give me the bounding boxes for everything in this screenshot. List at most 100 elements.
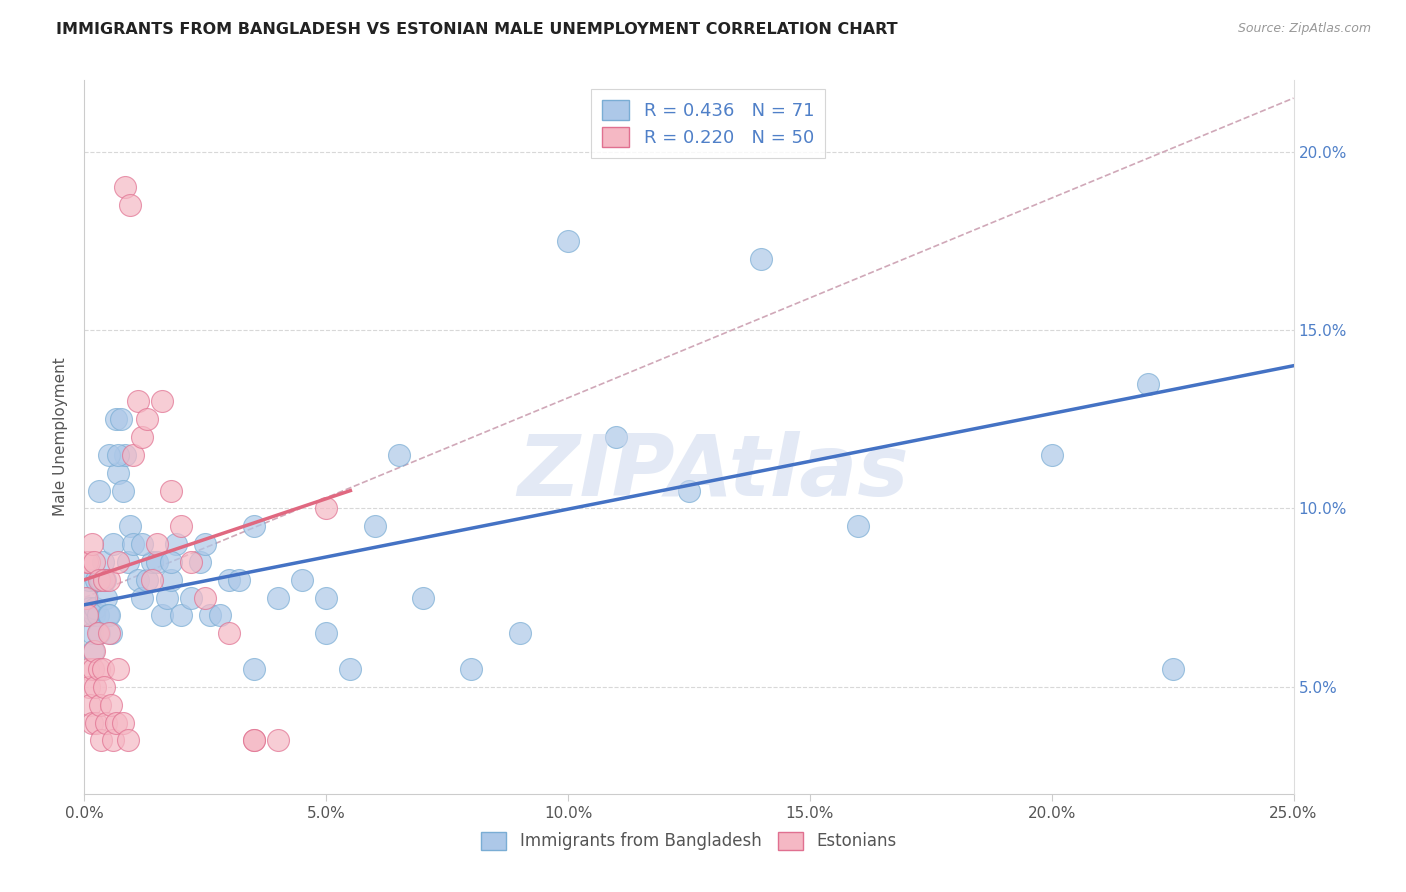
Y-axis label: Male Unemployment: Male Unemployment	[53, 358, 69, 516]
Point	[150, 394, 173, 409]
Point	[87, 483, 110, 498]
Point	[509, 626, 531, 640]
Point	[136, 573, 159, 587]
Point	[79, 601, 101, 615]
Point	[93, 573, 115, 587]
Point	[155, 591, 177, 605]
Point	[89, 573, 111, 587]
Point	[100, 626, 122, 640]
Point	[120, 198, 142, 212]
Point	[242, 519, 264, 533]
Point	[83, 644, 105, 658]
Point	[1161, 662, 1184, 676]
Point	[412, 591, 434, 605]
Point	[107, 662, 129, 676]
Point	[97, 608, 120, 623]
Point	[160, 573, 183, 587]
Point	[103, 537, 125, 551]
Point	[315, 591, 337, 605]
Point	[97, 448, 120, 462]
Point	[82, 644, 104, 658]
Point	[107, 555, 129, 569]
Point	[267, 591, 290, 605]
Point	[91, 662, 114, 676]
Legend: Immigrants from Bangladesh, Estonians: Immigrants from Bangladesh, Estonians	[475, 825, 903, 857]
Point	[110, 412, 132, 426]
Point	[94, 715, 117, 730]
Point	[194, 537, 217, 551]
Point	[160, 483, 183, 498]
Point	[104, 412, 127, 426]
Point	[80, 715, 103, 730]
Point	[363, 519, 385, 533]
Point	[97, 573, 120, 587]
Point	[77, 608, 100, 623]
Point	[141, 573, 163, 587]
Point	[180, 591, 202, 605]
Point	[1137, 376, 1160, 391]
Point	[170, 519, 193, 533]
Point	[104, 715, 127, 730]
Text: IMMIGRANTS FROM BANGLADESH VS ESTONIAN MALE UNEMPLOYMENT CORRELATION CHART: IMMIGRANTS FROM BANGLADESH VS ESTONIAN M…	[56, 22, 898, 37]
Point	[117, 733, 139, 747]
Point	[315, 501, 337, 516]
Point	[605, 430, 627, 444]
Point	[160, 555, 183, 569]
Point	[198, 608, 221, 623]
Point	[103, 733, 125, 747]
Point	[146, 537, 169, 551]
Point	[93, 573, 115, 587]
Point	[93, 680, 115, 694]
Point	[79, 698, 101, 712]
Point	[218, 626, 240, 640]
Point	[107, 448, 129, 462]
Point	[97, 626, 120, 640]
Point	[76, 591, 98, 605]
Text: ZIPAtlas: ZIPAtlas	[517, 431, 908, 515]
Point	[242, 733, 264, 747]
Point	[83, 555, 105, 569]
Point	[76, 555, 98, 569]
Point	[91, 555, 114, 569]
Point	[751, 252, 773, 266]
Point	[77, 680, 100, 694]
Point	[291, 573, 314, 587]
Point	[94, 591, 117, 605]
Point	[315, 626, 337, 640]
Point	[76, 608, 98, 623]
Point	[127, 573, 149, 587]
Point	[80, 626, 103, 640]
Point	[77, 573, 100, 587]
Point	[131, 591, 153, 605]
Point	[218, 573, 240, 587]
Point	[82, 662, 104, 676]
Point	[90, 573, 112, 587]
Point	[117, 555, 139, 569]
Text: Source: ZipAtlas.com: Source: ZipAtlas.com	[1237, 22, 1371, 36]
Point	[114, 180, 136, 194]
Point	[114, 448, 136, 462]
Point	[242, 662, 264, 676]
Point	[242, 733, 264, 747]
Point	[87, 626, 110, 640]
Point	[460, 662, 482, 676]
Point	[87, 573, 110, 587]
Point	[77, 555, 100, 569]
Point	[80, 537, 103, 551]
Point	[170, 608, 193, 623]
Point	[131, 430, 153, 444]
Point	[136, 412, 159, 426]
Point	[86, 715, 108, 730]
Point	[86, 573, 108, 587]
Point	[127, 394, 149, 409]
Point	[131, 537, 153, 551]
Point	[87, 662, 110, 676]
Point	[100, 698, 122, 712]
Point	[557, 234, 579, 248]
Point	[194, 591, 217, 605]
Point	[208, 608, 231, 623]
Point	[77, 662, 100, 676]
Point	[84, 680, 107, 694]
Point	[388, 448, 411, 462]
Point	[89, 698, 111, 712]
